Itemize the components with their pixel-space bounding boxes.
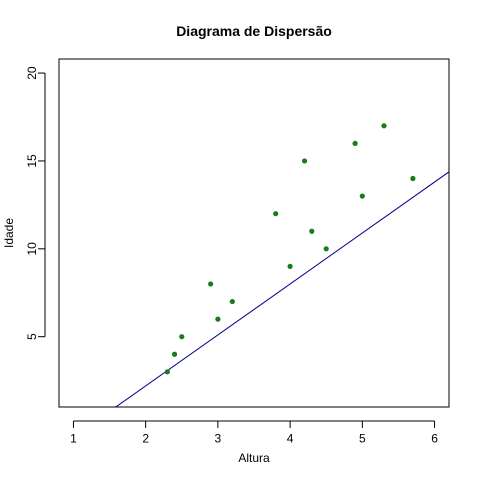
scatter-point bbox=[381, 123, 387, 129]
x-axis-label: Altura bbox=[238, 451, 270, 465]
scatter-point bbox=[179, 334, 185, 340]
scatter-point bbox=[352, 140, 358, 146]
plot-frame bbox=[58, 58, 450, 408]
x-axis: 1 2 3 4 5 6 bbox=[70, 420, 438, 446]
x-tick-label: 6 bbox=[431, 432, 438, 446]
plot-area bbox=[114, 123, 449, 407]
scatter-point bbox=[164, 369, 170, 375]
scatter-point bbox=[215, 316, 221, 322]
x-tick-label: 1 bbox=[70, 432, 77, 446]
scatter-point bbox=[273, 211, 279, 217]
chart-title: Diagrama de Dispersão bbox=[176, 23, 332, 39]
scatter-point bbox=[208, 281, 214, 287]
scatter-point bbox=[171, 351, 178, 357]
scatter-point bbox=[309, 228, 315, 234]
regression-line bbox=[114, 171, 449, 407]
scatter-point bbox=[410, 175, 416, 182]
scatter-point bbox=[359, 193, 365, 199]
scatter-point bbox=[229, 298, 235, 305]
scatter-point bbox=[287, 263, 293, 269]
x-tick-label: 3 bbox=[215, 432, 222, 446]
y-tick-label: 10 bbox=[25, 242, 39, 256]
x-tick-label: 5 bbox=[359, 432, 366, 446]
y-axis-label: Idade bbox=[2, 218, 16, 248]
y-tick-label: 20 bbox=[25, 66, 39, 80]
x-tick-label: 4 bbox=[287, 432, 294, 446]
y-tick-label: 5 bbox=[25, 333, 39, 340]
scatter-point bbox=[323, 246, 329, 252]
scatter-point bbox=[301, 158, 308, 164]
y-axis: 5 10 15 20 bbox=[25, 66, 46, 340]
x-tick-label: 2 bbox=[142, 432, 149, 446]
y-tick-label: 15 bbox=[25, 154, 39, 168]
